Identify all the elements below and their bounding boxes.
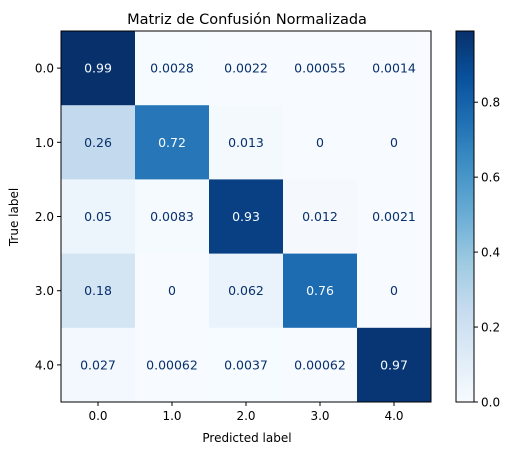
cell-value-label: 0.00055 [294, 61, 346, 76]
cell-value-label: 0.0022 [224, 61, 268, 76]
cell-value-label: 0.0014 [372, 61, 416, 76]
cell-value-label: 0.013 [228, 135, 264, 150]
heatmap-value-labels: 0.99 0.0028 0.0022 0.00055 0.0014 0.26 0.72 0.0… [80, 61, 416, 373]
heatmap-cell [61, 105, 136, 180]
heatmap-cell [135, 179, 210, 255]
y-tick-label: 4.0 [35, 358, 54, 372]
cell-value-label: 0.0037 [224, 357, 268, 372]
cell-value-label: 0 [390, 283, 398, 298]
cell-value-label: 0 [316, 135, 324, 150]
heatmap-cell [61, 31, 136, 106]
y-axis-ticks: 0.0 1.0 2.0 3.0 4.0 [35, 62, 61, 372]
x-axis-label: Predicted label [202, 431, 291, 445]
heatmap-cell [209, 179, 284, 255]
x-tick-label: 4.0 [384, 409, 403, 423]
heatmap-cell [209, 31, 284, 106]
cell-value-label: 0.00062 [146, 357, 198, 372]
heatmap-cell [135, 253, 210, 329]
colorbar-tick-label: 0.8 [481, 96, 500, 110]
heatmap-cell [357, 179, 432, 255]
heatmap-cell [135, 105, 210, 180]
cell-value-label: 0.012 [302, 209, 338, 224]
heatmap-cell [209, 327, 284, 403]
heatmap-cell [357, 327, 432, 403]
cell-value-label: 0.93 [232, 209, 260, 224]
cell-value-label: 0.26 [84, 135, 112, 150]
cell-value-label: 0.0083 [150, 209, 194, 224]
colorbar: 0.0 0.2 0.4 0.6 0.8 [455, 30, 500, 410]
colorbar-tick-label: 0.2 [481, 321, 500, 335]
cell-value-label: 0.0021 [372, 209, 416, 224]
x-tick-label: 1.0 [162, 409, 181, 423]
x-axis-ticks: 0.0 1.0 2.0 3.0 4.0 [88, 402, 404, 423]
cell-value-label: 0.72 [158, 135, 186, 150]
heatmap-cell [135, 31, 210, 106]
heatmap-cell [357, 105, 432, 180]
heatmap-cell [61, 327, 136, 403]
cell-value-label: 0.99 [84, 61, 112, 76]
heatmap-cell [283, 31, 358, 106]
y-axis-label: True label [7, 188, 21, 247]
x-tick-label: 3.0 [310, 409, 329, 423]
colorbar-tick-label: 0.6 [481, 171, 500, 185]
heatmap-cell [209, 105, 284, 180]
colorbar-tick-label: 0.0 [481, 396, 500, 410]
cell-value-label: 0 [390, 135, 398, 150]
heatmap-cell [283, 253, 358, 329]
cell-value-label: 0 [168, 283, 176, 298]
y-tick-label: 2.0 [35, 210, 54, 224]
colorbar-tick-label: 0.4 [481, 246, 500, 260]
cell-value-label: 0.027 [80, 357, 116, 372]
x-tick-label: 0.0 [88, 409, 107, 423]
cell-value-label: 0.18 [84, 283, 112, 298]
heatmap-cell [283, 105, 358, 180]
colorbar-gradient [455, 30, 475, 403]
heatmap-cell [357, 253, 432, 329]
y-tick-label: 0.0 [35, 62, 54, 76]
cell-value-label: 0.062 [228, 283, 264, 298]
heatmap-cell [135, 327, 210, 403]
heatmap-cell [61, 179, 136, 255]
heatmap-cell [357, 31, 432, 106]
heatmap-cell [283, 179, 358, 255]
heatmap-cell [209, 253, 284, 329]
cell-value-label: 0.0028 [150, 61, 194, 76]
heatmap-cells [61, 31, 432, 403]
x-tick-label: 2.0 [236, 409, 255, 423]
y-tick-label: 3.0 [35, 284, 54, 298]
y-tick-label: 1.0 [35, 136, 54, 150]
cell-value-label: 0.76 [306, 283, 334, 298]
heatmap-cell [61, 253, 136, 329]
chart-title: Matriz de Confusión Normalizada [127, 12, 367, 28]
cell-value-label: 0.00062 [294, 357, 346, 372]
cell-value-label: 0.05 [84, 209, 112, 224]
cell-value-label: 0.97 [380, 357, 408, 372]
heatmap-cell [283, 327, 358, 403]
